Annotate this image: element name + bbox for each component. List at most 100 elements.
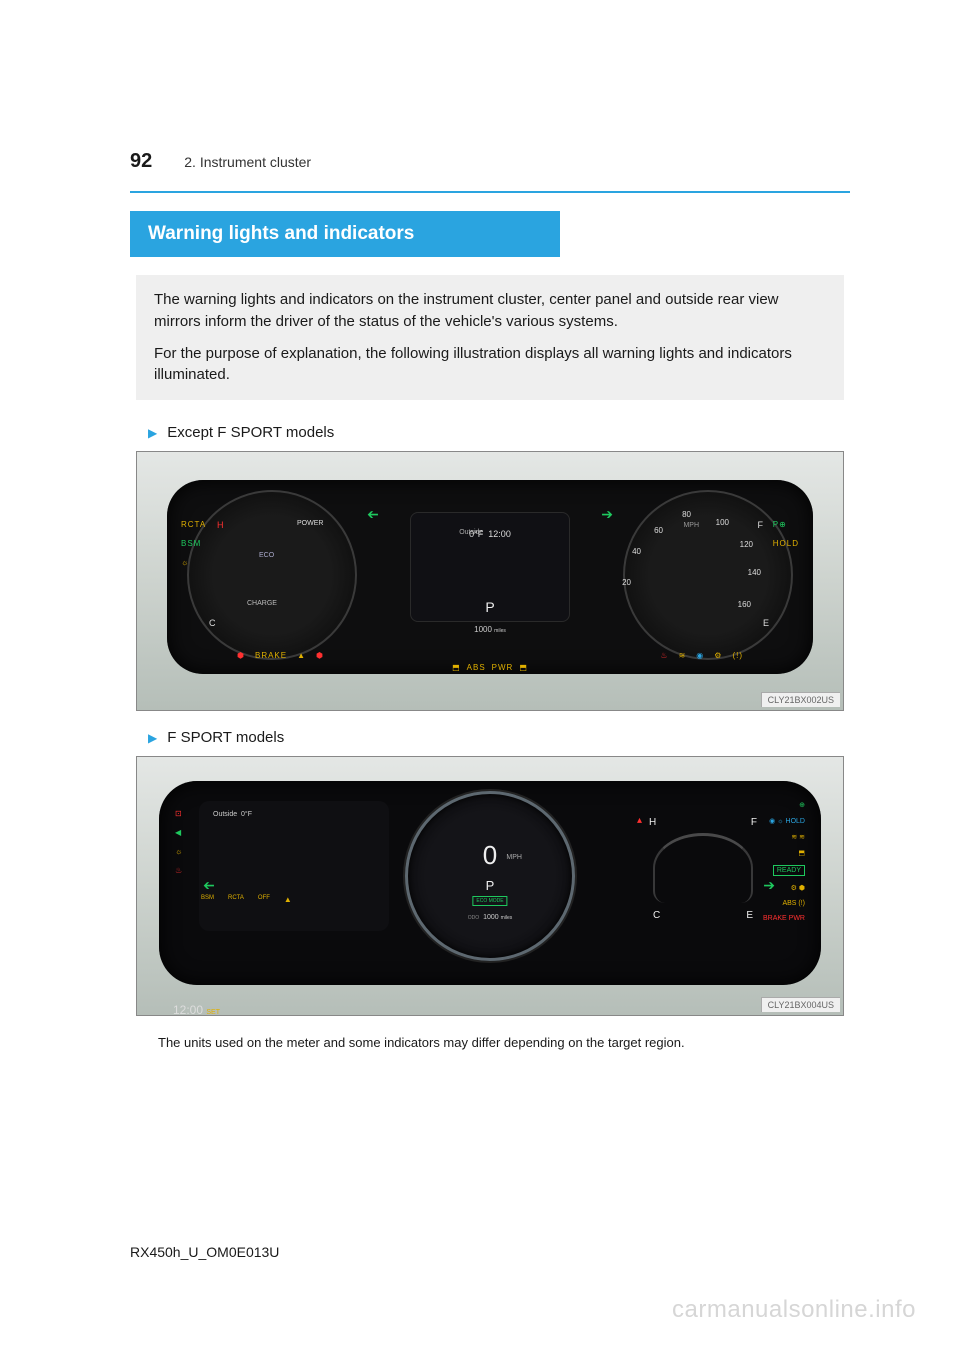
header-rule [130, 191, 850, 193]
temp-redzone-icon: ▴ [637, 815, 642, 826]
intro-box: The warning lights and indicators on the… [136, 275, 844, 400]
speed-120: 120 [740, 540, 753, 549]
gear-indicator: P [486, 878, 495, 893]
speed-20: 20 [622, 578, 631, 587]
rcta-icon: RCTA [228, 895, 244, 904]
manual-code: RX450h_U_OM0E013U [130, 1244, 279, 1260]
warning-icon: ⬒ [452, 663, 461, 672]
left-info-screen: Outside 0°F [199, 801, 389, 931]
power-label: POWER [297, 520, 323, 527]
indicator-icon: ◉ ☼ HOLD [769, 817, 805, 825]
site-watermark: carmanualsonline.info [672, 1296, 916, 1324]
seatbelt-icon: ♨ [175, 866, 182, 875]
bullet-except-fsport: ▶ Except F SPORT models [148, 424, 850, 441]
temp-cold-label: C [653, 910, 660, 921]
headlight-icon: ≋ [679, 651, 687, 660]
hazard-icon: ▲ [284, 895, 292, 904]
outside-label: Outside 0°F [213, 811, 252, 818]
seatbelt-icon: ♨ [660, 651, 668, 660]
figure-id-label: CLY21BX002US [761, 692, 840, 707]
engine-icon: ⚙ [714, 651, 722, 660]
turn-left-icon: ➔ [203, 877, 215, 894]
speed-40: 40 [632, 547, 641, 556]
tpms-icon: (!) [732, 651, 743, 660]
center-speedometer: 0 MPH P ECO MODE ODO1000 miles [405, 791, 575, 961]
triangle-icon: ▶ [148, 731, 157, 745]
hold-icon: HOLD [773, 539, 799, 548]
warning-icon: ⬢ [237, 651, 245, 660]
off-icon: OFF [258, 895, 270, 904]
speed-unit: MPH [683, 522, 699, 529]
bullet-label: Except F SPORT models [167, 424, 334, 441]
warning-icon: ⬢ [316, 651, 324, 660]
indicator-column-right: ⊕ ◉ ☼ HOLD ≋ ≋ ⬒ READY ⚙ ⬢ ABS (!) BRAKE… [763, 801, 805, 922]
parking-icon: P⊕ [773, 520, 799, 529]
slip-icon: ☼ [175, 847, 182, 856]
odometer: 1000 miles [474, 625, 506, 634]
indicator-icon: ⚙ ⬢ [791, 884, 805, 892]
hazard-icon: ▲ [297, 651, 306, 660]
hybrid-power-dial: POWER ECO CHARGE H C [187, 490, 357, 660]
center-display: Outside 0°F 12:00 P 1000 miles [410, 512, 570, 622]
figure-fsport-cluster: Outside 0°F 12:00 SET ➔ ➔ 0 MPH P ECO MO… [136, 756, 844, 1016]
bsm-icon: BSM [201, 895, 214, 904]
page-number: 92 [130, 150, 152, 173]
fine-print-note: The units used on the meter and some ind… [158, 1034, 838, 1052]
gear-indicator: P [485, 599, 494, 615]
speed-unit: MPH [506, 854, 522, 861]
section-heading: Warning lights and indicators [130, 211, 560, 257]
chapter-title: 2. Instrument cluster [184, 154, 311, 170]
drive-mode: ECO MODE [472, 896, 507, 906]
rcta-icon: RCTA [181, 520, 206, 529]
indicator-icon: ≋ ≋ [791, 833, 805, 841]
battery-icon: ⊡ [175, 809, 182, 818]
indicator-row-bottom-mid: ⬒ ABS PWR ⬒ [452, 663, 528, 672]
indicator-row-bottom-right: ♨ ≋ ◉ ⚙ (!) [660, 651, 743, 660]
indicator-column-left: ⊡ ◀ ☼ ♨ [175, 809, 182, 875]
speed-value: 0 [483, 840, 497, 871]
turn-left-icon: ➔ [367, 506, 379, 523]
clock-value: 12:00 SET [173, 1003, 220, 1016]
speedometer-dial: 60 80 MPH 100 40 120 20 140 160 F E [623, 490, 793, 660]
figure-standard-cluster: POWER ECO CHARGE H C Outside 0°F 12:00 P… [136, 451, 844, 711]
warning-icon: ☼ [181, 558, 206, 567]
odometer: ODO1000 miles [468, 914, 513, 921]
turn-icon: ◀ [175, 828, 182, 837]
triangle-icon: ▶ [148, 426, 157, 440]
speed-100: 100 [716, 518, 729, 527]
abs-icon: ABS [467, 663, 486, 672]
indicator-icon: ⬒ [798, 849, 805, 857]
highbeam-icon: ◉ [696, 651, 704, 660]
turn-right-icon: ➔ [601, 506, 613, 523]
speed-160: 160 [738, 600, 751, 609]
clock-value: 0°F 12:00 [469, 529, 511, 539]
indicator-row-bottom-left: ⬢ BRAKE ▲ ⬢ [237, 651, 324, 660]
brake-icon: BRAKE [255, 651, 287, 660]
temp-hot-label: H [217, 520, 224, 530]
indicator-row-left-bottom: BSM RCTA OFF ▲ [201, 895, 292, 904]
temp-cold-label: C [209, 618, 216, 628]
pwr-icon: PWR [492, 663, 514, 672]
intro-paragraph-2: For the purpose of explanation, the foll… [154, 343, 826, 387]
charge-label: CHARGE [247, 600, 277, 607]
bullet-fsport: ▶ F SPORT models [148, 729, 850, 746]
fuel-full-label: F [751, 817, 757, 828]
ready-icon: READY [773, 865, 805, 876]
eco-label: ECO [259, 552, 274, 559]
figure-id-label: CLY21BX004US [761, 997, 840, 1012]
fuel-empty-label: E [763, 618, 769, 628]
warning-icon: ⬒ [519, 663, 528, 672]
speed-140: 140 [748, 568, 761, 577]
indicator-stack-right: P⊕ HOLD [773, 520, 799, 548]
fuel-empty-label: E [746, 910, 753, 921]
indicator-stack-left: RCTA BSM ☼ [181, 520, 206, 567]
indicator-icon: ⊕ [799, 801, 805, 809]
brake-icon: BRAKE PWR [763, 915, 805, 922]
fuel-full-label: F [758, 520, 764, 530]
intro-paragraph-1: The warning lights and indicators on the… [154, 289, 826, 333]
temp-fuel-gauge: ▴ H F C E [643, 823, 763, 913]
speed-60: 60 [654, 526, 663, 535]
speed-80: 80 [682, 510, 691, 519]
bsm-icon: BSM [181, 539, 206, 548]
bullet-label: F SPORT models [167, 729, 284, 746]
